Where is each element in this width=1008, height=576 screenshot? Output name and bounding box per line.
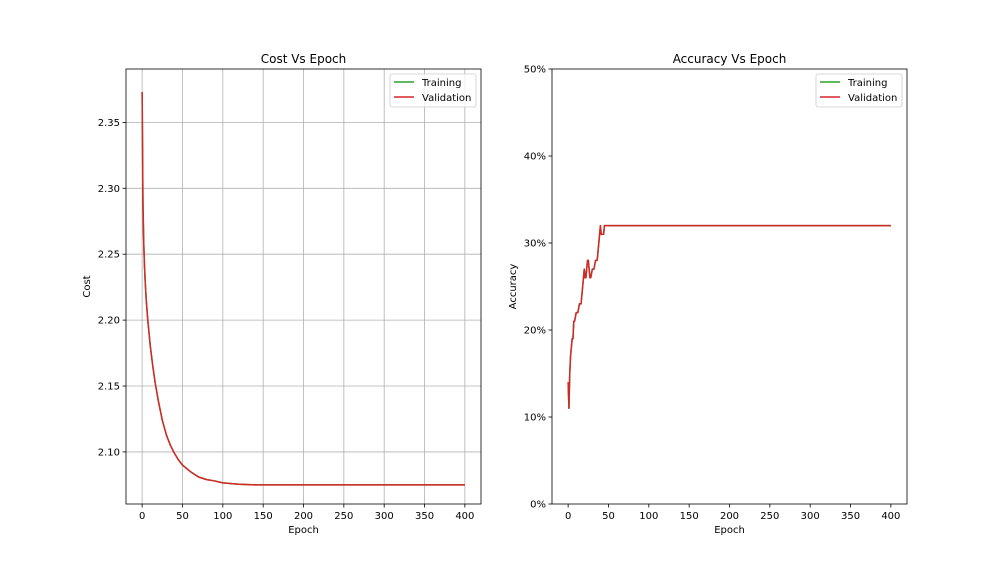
cost-ytick-label: 2.35 xyxy=(98,118,120,129)
cost-ytick-label: 2.20 xyxy=(98,316,120,327)
accuracy-xtick-label: 250 xyxy=(760,511,779,522)
cost-chart-xlabel: Epoch xyxy=(288,525,319,536)
accuracy-xtick-label: 400 xyxy=(881,511,900,522)
cost-series-validation-line xyxy=(141,92,465,486)
accuracy-xtick-label: 150 xyxy=(680,511,699,522)
accuracy-xtick-label: 50 xyxy=(602,511,615,522)
cost-xtick-label: 350 xyxy=(415,511,434,522)
cost-ytick-label: 2.15 xyxy=(98,382,120,393)
accuracy-legend-validation-label: Validation xyxy=(848,93,897,104)
cost-xtick-label: 0 xyxy=(139,511,145,522)
accuracy-ytick-label: 50% xyxy=(524,65,546,76)
cost-chart-legend: Training Validation xyxy=(389,73,477,108)
cost-xtick-label: 300 xyxy=(375,511,394,522)
accuracy-ytick-label: 30% xyxy=(524,239,546,250)
accuracy-chart: 0 50 100 150 200 250 300 350 400 0% 10% 20% 30% 40% 5… xyxy=(508,52,908,536)
cost-xtick-label: 50 xyxy=(176,511,189,522)
cost-chart-ylabel: Cost xyxy=(82,275,93,297)
cost-xtick-label: 150 xyxy=(254,511,273,522)
cost-chart: 0 50 100 150 200 250 300 350 400 2.10 2.15 2.20 2.2… xyxy=(82,52,482,536)
cost-legend-training-label: Training xyxy=(421,78,461,89)
accuracy-chart-ylabel: Accuracy xyxy=(508,264,519,310)
cost-xtick-label: 100 xyxy=(213,511,232,522)
accuracy-series-validation-line xyxy=(567,224,891,410)
accuracy-xtick-label: 0 xyxy=(565,511,571,522)
accuracy-xtick-label: 100 xyxy=(639,511,658,522)
cost-ytick-label: 2.25 xyxy=(98,250,120,261)
cost-chart-xticks: 0 50 100 150 200 250 300 350 400 xyxy=(139,504,474,522)
accuracy-chart-xticks: 0 50 100 150 200 250 300 350 400 xyxy=(565,504,900,522)
cost-ytick-label: 2.30 xyxy=(98,184,120,195)
accuracy-ytick-label: 10% xyxy=(524,413,546,424)
cost-legend-validation-label: Validation xyxy=(422,93,471,104)
cost-chart-yticks: 2.10 2.15 2.20 2.25 2.30 2.35 xyxy=(98,118,126,458)
cost-xtick-label: 250 xyxy=(334,511,353,522)
accuracy-ytick-label: 40% xyxy=(524,152,546,163)
cost-xtick-label: 200 xyxy=(294,511,313,522)
accuracy-xtick-label: 300 xyxy=(801,511,820,522)
cost-xtick-label: 400 xyxy=(455,511,474,522)
cost-chart-lines xyxy=(141,92,465,486)
accuracy-xtick-label: 350 xyxy=(841,511,860,522)
accuracy-chart-title: Accuracy Vs Epoch xyxy=(673,52,787,66)
cost-chart-title: Cost Vs Epoch xyxy=(261,52,347,66)
accuracy-chart-yticks: 0% 10% 20% 30% 40% 50% xyxy=(524,65,552,511)
accuracy-chart-xlabel: Epoch xyxy=(714,525,745,536)
cost-chart-grid xyxy=(126,69,481,504)
accuracy-legend-training-label: Training xyxy=(847,78,887,89)
cost-ytick-label: 2.10 xyxy=(98,447,120,458)
accuracy-ytick-label: 20% xyxy=(524,326,546,337)
accuracy-xtick-label: 200 xyxy=(720,511,739,522)
accuracy-ytick-label: 0% xyxy=(530,500,546,511)
accuracy-chart-lines xyxy=(567,224,891,410)
accuracy-chart-legend: Training Validation xyxy=(815,73,903,108)
